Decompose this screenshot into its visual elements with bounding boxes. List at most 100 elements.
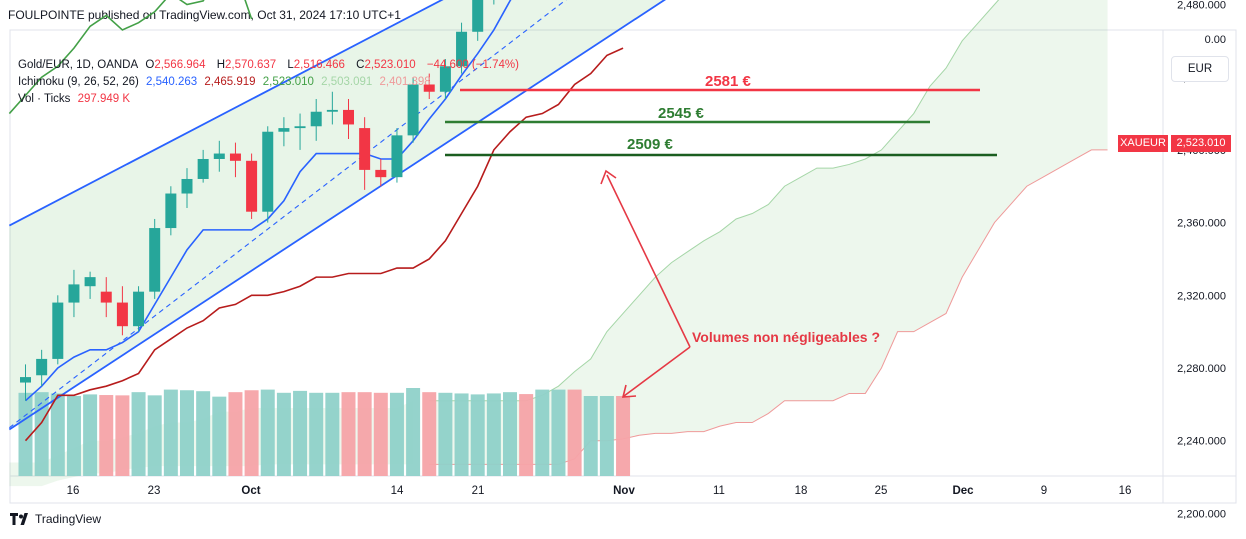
candle-body: [310, 111, 322, 127]
legend-ichimoku-tenkan: 2,540.263: [146, 76, 198, 88]
candle-body: [213, 153, 225, 159]
y-tick-label: 2,200.000: [1177, 508, 1226, 520]
x-tick-label: 16: [1119, 485, 1132, 497]
volume-bar: [66, 396, 81, 476]
volume-bar: [567, 389, 582, 476]
x-tick-label: Dec: [952, 485, 974, 497]
candle-body: [423, 84, 435, 92]
candle-body: [439, 66, 451, 92]
volume-bar: [535, 389, 550, 476]
x-tick-label: 16: [67, 485, 80, 497]
price-tag-value: 2,523.010: [1171, 135, 1231, 152]
x-tick-label: 21: [472, 485, 485, 497]
volume-bar: [34, 392, 49, 476]
legend-low-label: L: [287, 59, 294, 71]
candle-body: [149, 228, 161, 292]
x-tick-label: 25: [875, 485, 888, 497]
candle-body: [20, 377, 31, 383]
legend-symbol: Gold/EUR, 1D, OANDA: [18, 59, 139, 71]
x-tick-label: Nov: [613, 485, 635, 497]
volume-bar: [244, 390, 259, 476]
volume-bar: [325, 392, 340, 476]
candle-body: [68, 284, 80, 303]
candle-body: [100, 291, 112, 303]
candle-body: [52, 302, 64, 359]
volume-bar: [389, 392, 404, 476]
volume-bar: [163, 389, 178, 476]
volume-bar: [583, 396, 598, 476]
candle-body: [326, 109, 338, 112]
candle-body: [278, 128, 290, 132]
y-tick-label: 2,240.000: [1177, 436, 1226, 448]
tradingview-logo-icon: [10, 513, 28, 525]
legend-ichimoku-chikou: 2,523.010: [262, 76, 314, 88]
tenkan-sen-line: [24, 0, 512, 402]
x-tick-label: 18: [795, 485, 808, 497]
level-label: 2509 €: [627, 136, 674, 153]
annotation-arrow-up: [606, 174, 691, 348]
annotation-arrow-down: [623, 346, 691, 397]
x-tick-label: Oct: [241, 485, 260, 497]
candle-body: [36, 358, 48, 376]
volume-bar: [616, 396, 631, 476]
volume-bar: [18, 392, 33, 476]
legend-high: 2,570.637: [225, 59, 277, 71]
volume-bar: [341, 392, 356, 476]
x-tick-label: 11: [713, 485, 725, 497]
level-label: 2581 €: [705, 73, 752, 90]
volume-bar: [228, 392, 243, 476]
volume-bar: [180, 390, 194, 476]
annotation-text: Volumes non négligeables ?: [692, 329, 880, 345]
chart-frame: [9, 29, 1237, 504]
volume-bar: [470, 394, 485, 476]
channel-upper-line: [8, 0, 444, 227]
publication-info: FOULPOINTE published on TradingView.com,…: [8, 8, 401, 22]
currency-selector[interactable]: EUR: [1171, 56, 1229, 82]
volume-bar: [454, 393, 469, 476]
header-bar: FOULPOINTE published on TradingView.com,…: [0, 0, 1246, 30]
legend-ichimoku-span-b: 2,401.398: [379, 76, 431, 88]
candle-body: [229, 153, 241, 161]
volume-bar: [99, 395, 114, 476]
legend-volume-row[interactable]: Vol · Ticks 297.949 K: [18, 93, 134, 105]
candle-body: [84, 277, 96, 287]
volume-bar: [212, 396, 227, 476]
volume-bar: [551, 389, 566, 476]
volume-bar: [50, 393, 65, 476]
candle-body: [391, 135, 403, 178]
volume-bar: [115, 395, 130, 476]
tradingview-footer[interactable]: TradingView: [10, 512, 101, 526]
annotation-arrowhead-down: [621, 384, 637, 398]
legend-volume-name: Vol · Ticks: [18, 93, 71, 105]
legend-ichimoku-row[interactable]: Ichimoku (9, 26, 52, 26) 2,540.263 2,465…: [18, 76, 435, 88]
y-tick-label: 0.00: [1205, 34, 1226, 46]
volume-bar: [357, 392, 372, 476]
legend-close: 2,523.010: [364, 59, 416, 71]
x-tick-label: 14: [391, 485, 404, 497]
candle-body: [197, 158, 209, 179]
y-tick-label: 2,360.000: [1177, 218, 1226, 230]
legend-ichimoku-kijun: 2,465.919: [204, 76, 256, 88]
annotation-arrowhead-up: [600, 169, 617, 185]
legend-change: −44.600 (−1.74%): [426, 59, 519, 71]
candle-body: [181, 178, 193, 194]
kijun-sen-line: [24, 47, 624, 442]
price-tag-symbol: XAUEUR: [1118, 135, 1168, 152]
candle-body: [165, 193, 177, 229]
volume-bar: [293, 390, 308, 476]
volume-bar: [503, 392, 517, 476]
candle-body: [133, 291, 145, 327]
channel-lower-line: [8, 0, 667, 431]
volume-bar: [83, 394, 98, 476]
volume-bar: [196, 391, 211, 476]
chikou-span-line: [8, 0, 253, 115]
legend-symbol-row: Gold/EUR, 1D, OANDA O2,566.964 H2,570.63…: [18, 59, 523, 71]
ichimoku-cloud: [429, 0, 1108, 465]
volume-bar: [599, 396, 614, 476]
volume-bar: [147, 395, 162, 476]
candle-body: [246, 160, 258, 212]
legend-close-label: C: [356, 59, 365, 71]
candle-body: [407, 84, 419, 136]
candle-body: [456, 31, 468, 67]
